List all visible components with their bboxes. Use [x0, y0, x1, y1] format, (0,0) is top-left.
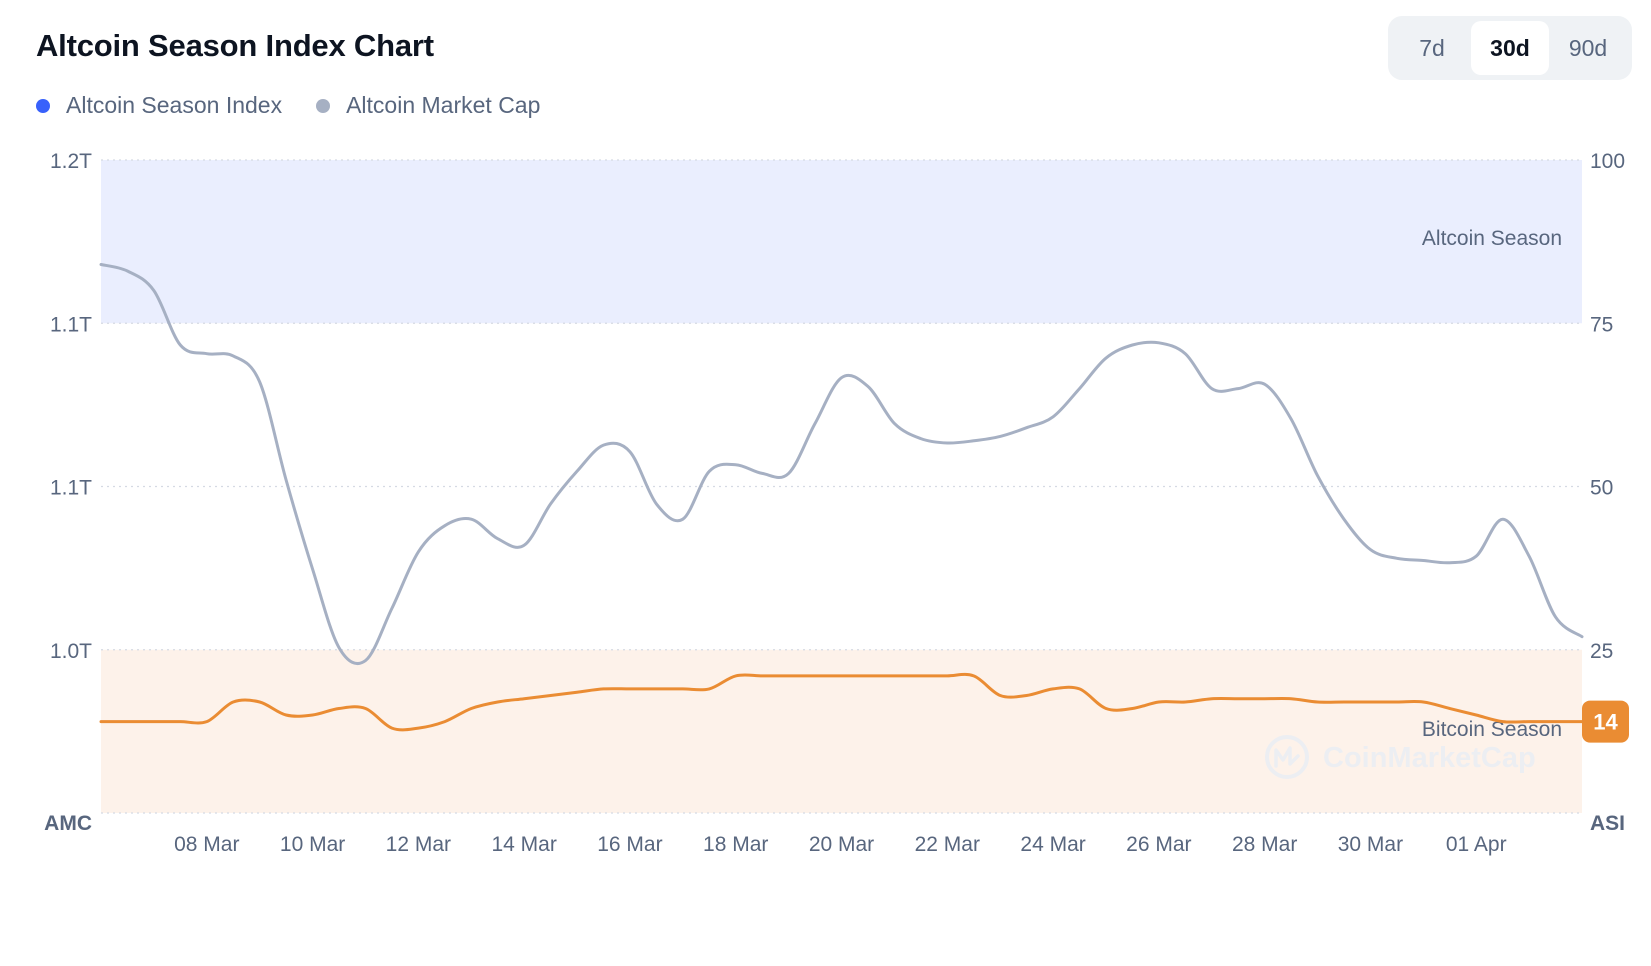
- altcoin-season-label: Altcoin Season: [1422, 227, 1562, 250]
- altcoin-season-index-line[interactable]: [99, 672, 1584, 732]
- chart-legend: Altcoin Season Index Altcoin Market Cap: [36, 92, 540, 119]
- legend-dot-amc: [316, 98, 331, 113]
- altcoin-market-cap-line[interactable]: [99, 263, 1584, 665]
- coinmarketcap-logo-wave: [1274, 746, 1300, 768]
- legend-item-amc[interactable]: Altcoin Market Cap: [316, 92, 540, 119]
- right-y-tick-label: 75: [1590, 313, 1613, 336]
- x-tick-label: 10 Mar: [280, 833, 345, 856]
- legend-label-amc: Altcoin Market Cap: [346, 92, 541, 118]
- left-y-tick-label: 1.2T: [50, 150, 92, 173]
- left-y-tick-label: 1.1T: [50, 477, 92, 500]
- bitcoin-season-zone: [101, 649, 1582, 813]
- x-tick-label: 30 Mar: [1338, 833, 1403, 856]
- right-y-tick-label: 25: [1590, 640, 1613, 663]
- left-axis-title: AMC: [44, 812, 92, 835]
- coinmarketcap-logo-icon: [1265, 735, 1309, 779]
- x-tick-label: 18 Mar: [703, 833, 768, 856]
- range-90d-button[interactable]: 90d: [1549, 21, 1627, 75]
- x-tick-label: 16 Mar: [597, 833, 662, 856]
- left-y-tick-label: 1.0T: [50, 640, 92, 663]
- x-tick-label: 24 Mar: [1020, 833, 1085, 856]
- current-value-text: 14: [1593, 710, 1618, 735]
- x-tick-label: 20 Mar: [809, 833, 874, 856]
- x-tick-label: 14 Mar: [491, 833, 556, 856]
- legend-item-asi[interactable]: Altcoin Season Index: [36, 92, 282, 119]
- current-value-badge: [1582, 700, 1629, 743]
- x-tick-label: 26 Mar: [1126, 833, 1191, 856]
- x-tick-label: 08 Mar: [174, 833, 239, 856]
- altcoin-season-zone: [101, 160, 1582, 324]
- watermark: CoinMarketCap: [1265, 735, 1536, 779]
- right-y-tick-label: 50: [1590, 477, 1613, 500]
- x-tick-label: 01 Apr: [1446, 833, 1507, 856]
- x-tick-label: 22 Mar: [915, 833, 980, 856]
- chart-title: Altcoin Season Index Chart: [36, 28, 434, 63]
- range-30d-button[interactable]: 30d: [1471, 21, 1549, 75]
- time-range-selector: 7d 30d 90d: [1388, 16, 1632, 80]
- left-y-tick-label: 1.1T: [50, 313, 92, 336]
- legend-dot-asi: [36, 98, 50, 113]
- x-tick-label: 12 Mar: [386, 833, 451, 856]
- x-tick-label: 28 Mar: [1232, 833, 1297, 856]
- watermark-text: CoinMarketCap: [1323, 742, 1536, 774]
- right-axis-title: ASI: [1590, 812, 1625, 835]
- right-y-tick-label: 100: [1590, 150, 1625, 173]
- bitcoin-season-label: Bitcoin Season: [1422, 718, 1562, 741]
- legend-label-asi: Altcoin Season Index: [66, 92, 283, 118]
- range-7d-button[interactable]: 7d: [1393, 21, 1471, 75]
